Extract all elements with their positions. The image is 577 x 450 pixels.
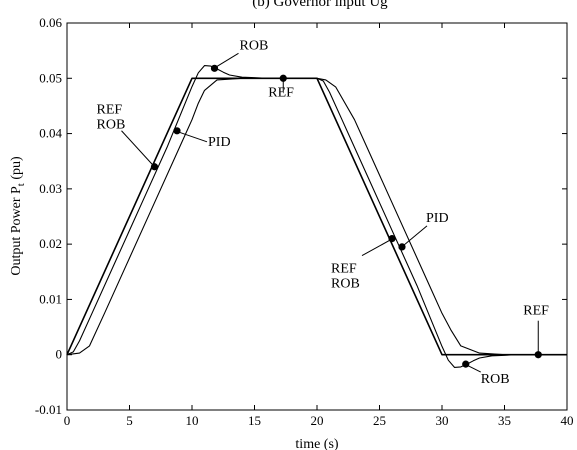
y-tick-label: 0.03: [39, 181, 62, 196]
y-tick-label: 0.05: [39, 70, 62, 85]
y-tick-label: 0: [56, 347, 63, 362]
x-tick-label: 10: [186, 413, 199, 428]
annotation-leader: [177, 131, 208, 143]
annotation-label: ROB: [481, 372, 510, 387]
y-axis-label: Output Power Pt (pu): [9, 156, 27, 276]
annotation-marker: [210, 64, 219, 72]
annotation-marker: [462, 360, 470, 368]
annotation-marker: [173, 127, 181, 135]
annotation-leader: [402, 225, 428, 247]
annotation-leader: [466, 364, 481, 373]
annotation-leader: [361, 239, 392, 257]
annotation-label: PID: [208, 135, 231, 150]
y-tick-label: 0.02: [39, 236, 62, 251]
chart-title: (b) Governor input Ug: [252, 0, 388, 10]
y-tick-label: 0.01: [39, 291, 62, 306]
x-tick-label: 30: [436, 413, 449, 428]
annotation-label: REF: [523, 304, 549, 319]
annotation-label: REF ROB: [331, 262, 360, 292]
annotation-marker: [150, 163, 159, 171]
annotation-label: REF: [268, 85, 294, 100]
x-tick-label: 40: [561, 413, 574, 428]
y-tick-label: 0.04: [39, 126, 62, 141]
x-tick-label: 20: [311, 413, 324, 428]
annotation-marker: [398, 243, 406, 251]
axis-ticks: 0 5 10 15 20 25 30 35 40-0.0100.010.020.030.040.…: [35, 15, 574, 428]
x-tick-label: 25: [373, 413, 386, 428]
annotation-marker: [279, 74, 287, 82]
annotation-marker: [388, 235, 396, 243]
series-line-ref: [66, 77, 567, 356]
x-tick-label: 0: [64, 413, 71, 428]
series-line-pid: [66, 77, 567, 356]
y-tick-label: -0.01: [35, 402, 62, 417]
annotation-leader: [121, 130, 154, 167]
plot-frame: [66, 22, 568, 411]
x-tick-label: 5: [126, 413, 133, 428]
annotation-leader: [215, 52, 239, 68]
y-axis-label-main: Output Power P: [9, 186, 24, 276]
series-line-rob: [66, 65, 567, 368]
annotation-label: PID: [426, 211, 449, 226]
annotation-label: REF ROB: [97, 103, 126, 133]
series-lines: [66, 65, 567, 368]
y-axis-label-sub: t: [15, 183, 27, 186]
annotation-marker: [534, 351, 542, 359]
y-axis-label-unit: (pu): [9, 156, 24, 183]
x-tick-label: 35: [498, 413, 511, 428]
annotation-label: ROB: [240, 38, 269, 53]
y-tick-label: 0.06: [39, 15, 62, 30]
x-tick-label: 15: [248, 413, 261, 428]
x-axis-label: time (s): [295, 437, 338, 450]
